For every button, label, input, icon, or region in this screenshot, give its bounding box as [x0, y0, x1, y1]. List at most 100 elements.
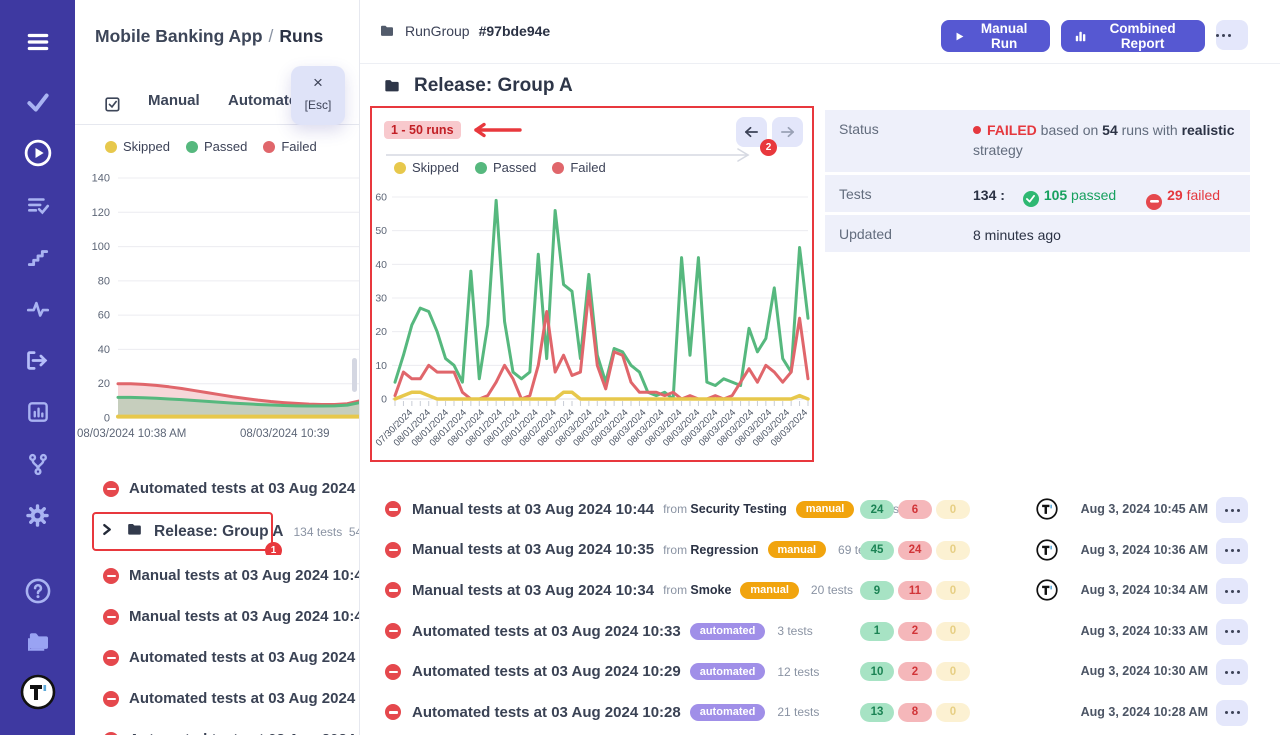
breadcrumb: Mobile Banking App/Runs [95, 26, 323, 47]
run-tests-count: 20 tests [811, 583, 853, 597]
rungroup-label: RunGroup [405, 23, 470, 39]
manual-run-button[interactable]: Manual Run [941, 20, 1050, 52]
run-from: from Smoke [663, 583, 731, 597]
run-row[interactable]: Automated tests at 03 Aug 2024 10:29auto… [360, 651, 1280, 692]
passed-badge: 45 [860, 541, 894, 560]
failed-dot-icon [973, 126, 981, 134]
sidebar-run-row[interactable]: Manual tests at 03 Aug 2024 10:43 [75, 555, 360, 596]
run-type-pill: manual [796, 501, 855, 518]
list-check-icon[interactable] [0, 188, 75, 224]
logo-t-icon[interactable] [0, 674, 75, 710]
passed-badge: 24 [860, 500, 894, 519]
skipped-dot-icon [394, 162, 406, 174]
run-title[interactable]: Manual tests at 03 Aug 2024 10:35 [412, 541, 654, 558]
sign-in-icon[interactable] [0, 342, 75, 378]
group-title: Release: Group A [414, 75, 573, 97]
sidebar-run-row[interactable]: Automated tests at 03 Aug 2024 10:41 [75, 637, 360, 678]
close-icon[interactable]: × [291, 70, 345, 96]
chevron-right-icon[interactable] [100, 523, 113, 541]
scrollbar-thumb[interactable] [352, 358, 357, 392]
run-title[interactable]: Manual tests at 03 Aug 2024 10:44 [412, 501, 654, 518]
failed-badge: 2 [898, 662, 932, 681]
page-heading: Release: Group A [382, 75, 573, 97]
sidebar-run-row[interactable]: Automated tests at 03 Aug 2024 10:56 [75, 468, 360, 509]
combined-report-button[interactable]: Combined Report [1061, 20, 1205, 52]
annotation-badge-2: 2 [760, 139, 777, 156]
row-more-button[interactable] [1216, 497, 1248, 523]
header-more-button[interactable] [1216, 20, 1248, 50]
branch-icon[interactable] [0, 446, 75, 482]
ellipsis-icon [1225, 549, 1240, 552]
failed-badge: 24 [898, 541, 932, 560]
run-row[interactable]: Manual tests at 03 Aug 2024 10:34 from Sm… [360, 570, 1280, 611]
folder-icon [382, 76, 402, 96]
status-label: Status [825, 110, 973, 172]
help-circle-icon[interactable] [0, 573, 75, 609]
select-all-icon[interactable] [102, 94, 122, 119]
project-name[interactable]: Mobile Banking App [95, 26, 263, 46]
run-row-title: Automated tests at 03 Aug 2024 10:39 [129, 731, 360, 735]
arrow-left-icon [744, 126, 759, 138]
svg-text:120: 120 [92, 207, 110, 219]
run-tests-count: 12 tests [777, 665, 819, 679]
row-more-button[interactable] [1216, 578, 1248, 604]
failed-minus-icon [103, 568, 119, 584]
folder-icon [125, 520, 144, 544]
annotation-arrow-icon [472, 122, 524, 138]
passed-dot-icon [475, 162, 487, 174]
folder-icon [378, 22, 396, 40]
main-chart-legend: SkippedPassedFailed [394, 160, 606, 175]
play-circle-icon[interactable] [0, 135, 75, 171]
group-row-meta: 134 tests 54 r [294, 525, 361, 539]
run-title[interactable]: Automated tests at 03 Aug 2024 10:28 [412, 704, 681, 721]
check-icon[interactable] [0, 84, 75, 120]
run-tests-count: 21 tests [777, 705, 819, 719]
sidebar-run-row[interactable]: Manual tests at 03 Aug 2024 10:42 [75, 596, 360, 637]
run-row[interactable]: Automated tests at 03 Aug 2024 10:28auto… [360, 692, 1280, 733]
sidebar-run-row[interactable]: Automated tests at 03 Aug 2024 10:39 [75, 719, 360, 735]
run-title[interactable]: Automated tests at 03 Aug 2024 10:33 [412, 623, 681, 640]
runs-chart-card: 1 - 50 runs 2 SkippedPassedFailed 605040… [370, 106, 814, 462]
left-panel: Mobile Banking App/Runs Manual Automated… [75, 0, 360, 735]
gear-icon[interactable] [0, 497, 75, 533]
steps-icon[interactable] [0, 239, 75, 275]
svg-text:60: 60 [98, 310, 110, 322]
sidebar-group-row[interactable]: Release: Group A 134 tests 54 r 1 [75, 509, 360, 555]
ellipsis-icon [1225, 590, 1240, 593]
run-list: Manual tests at 03 Aug 2024 10:44from Se… [360, 489, 1280, 733]
sidebar-run-row[interactable]: Automated tests at 03 Aug 2024 10:40 [75, 678, 360, 719]
menu-icon[interactable] [0, 24, 75, 60]
run-row[interactable]: Automated tests at 03 Aug 2024 10:33auto… [360, 611, 1280, 652]
failed-minus-icon [103, 609, 119, 625]
run-title[interactable]: Automated tests at 03 Aug 2024 10:29 [412, 663, 681, 680]
legend-item-passed: Passed [475, 160, 536, 175]
report-chart-icon[interactable] [0, 394, 75, 430]
run-row[interactable]: Manual tests at 03 Aug 2024 10:44from Se… [360, 489, 1280, 530]
esc-close-hint[interactable]: × [Esc] [291, 66, 345, 125]
passed-badge: 10 [860, 662, 894, 681]
row-more-button[interactable] [1216, 538, 1248, 564]
ellipsis-icon [1225, 630, 1240, 633]
activity-icon[interactable] [0, 291, 75, 327]
ellipsis-icon [1216, 34, 1231, 37]
svg-text:100: 100 [92, 241, 110, 253]
tab-manual[interactable]: Manual [148, 92, 200, 109]
tests-label: Tests [825, 175, 973, 212]
run-row-title: Automated tests at 03 Aug 2024 10:40 [129, 690, 360, 707]
page-title: Runs [279, 26, 323, 46]
svg-text:80: 80 [98, 275, 110, 287]
runs-line-chart: 605040302010007/30/202408/01/202408/01/2… [372, 180, 812, 460]
skipped-badge: 0 [936, 662, 970, 681]
arrow-right-icon [780, 126, 795, 138]
run-title[interactable]: Manual tests at 03 Aug 2024 10:34 [412, 582, 654, 599]
failed-badge: 2 [898, 622, 932, 641]
run-row[interactable]: Manual tests at 03 Aug 2024 10:35from Re… [360, 530, 1280, 571]
row-more-button[interactable] [1216, 700, 1248, 726]
row-more-button[interactable] [1216, 659, 1248, 685]
minus-circle-icon [1146, 194, 1162, 210]
failed-minus-icon [385, 704, 401, 720]
row-more-button[interactable] [1216, 619, 1248, 645]
run-date: Aug 3, 2024 10:36 AM [1060, 543, 1208, 557]
pagination-next-button[interactable] [772, 117, 803, 147]
folder-icon[interactable] [0, 624, 75, 660]
